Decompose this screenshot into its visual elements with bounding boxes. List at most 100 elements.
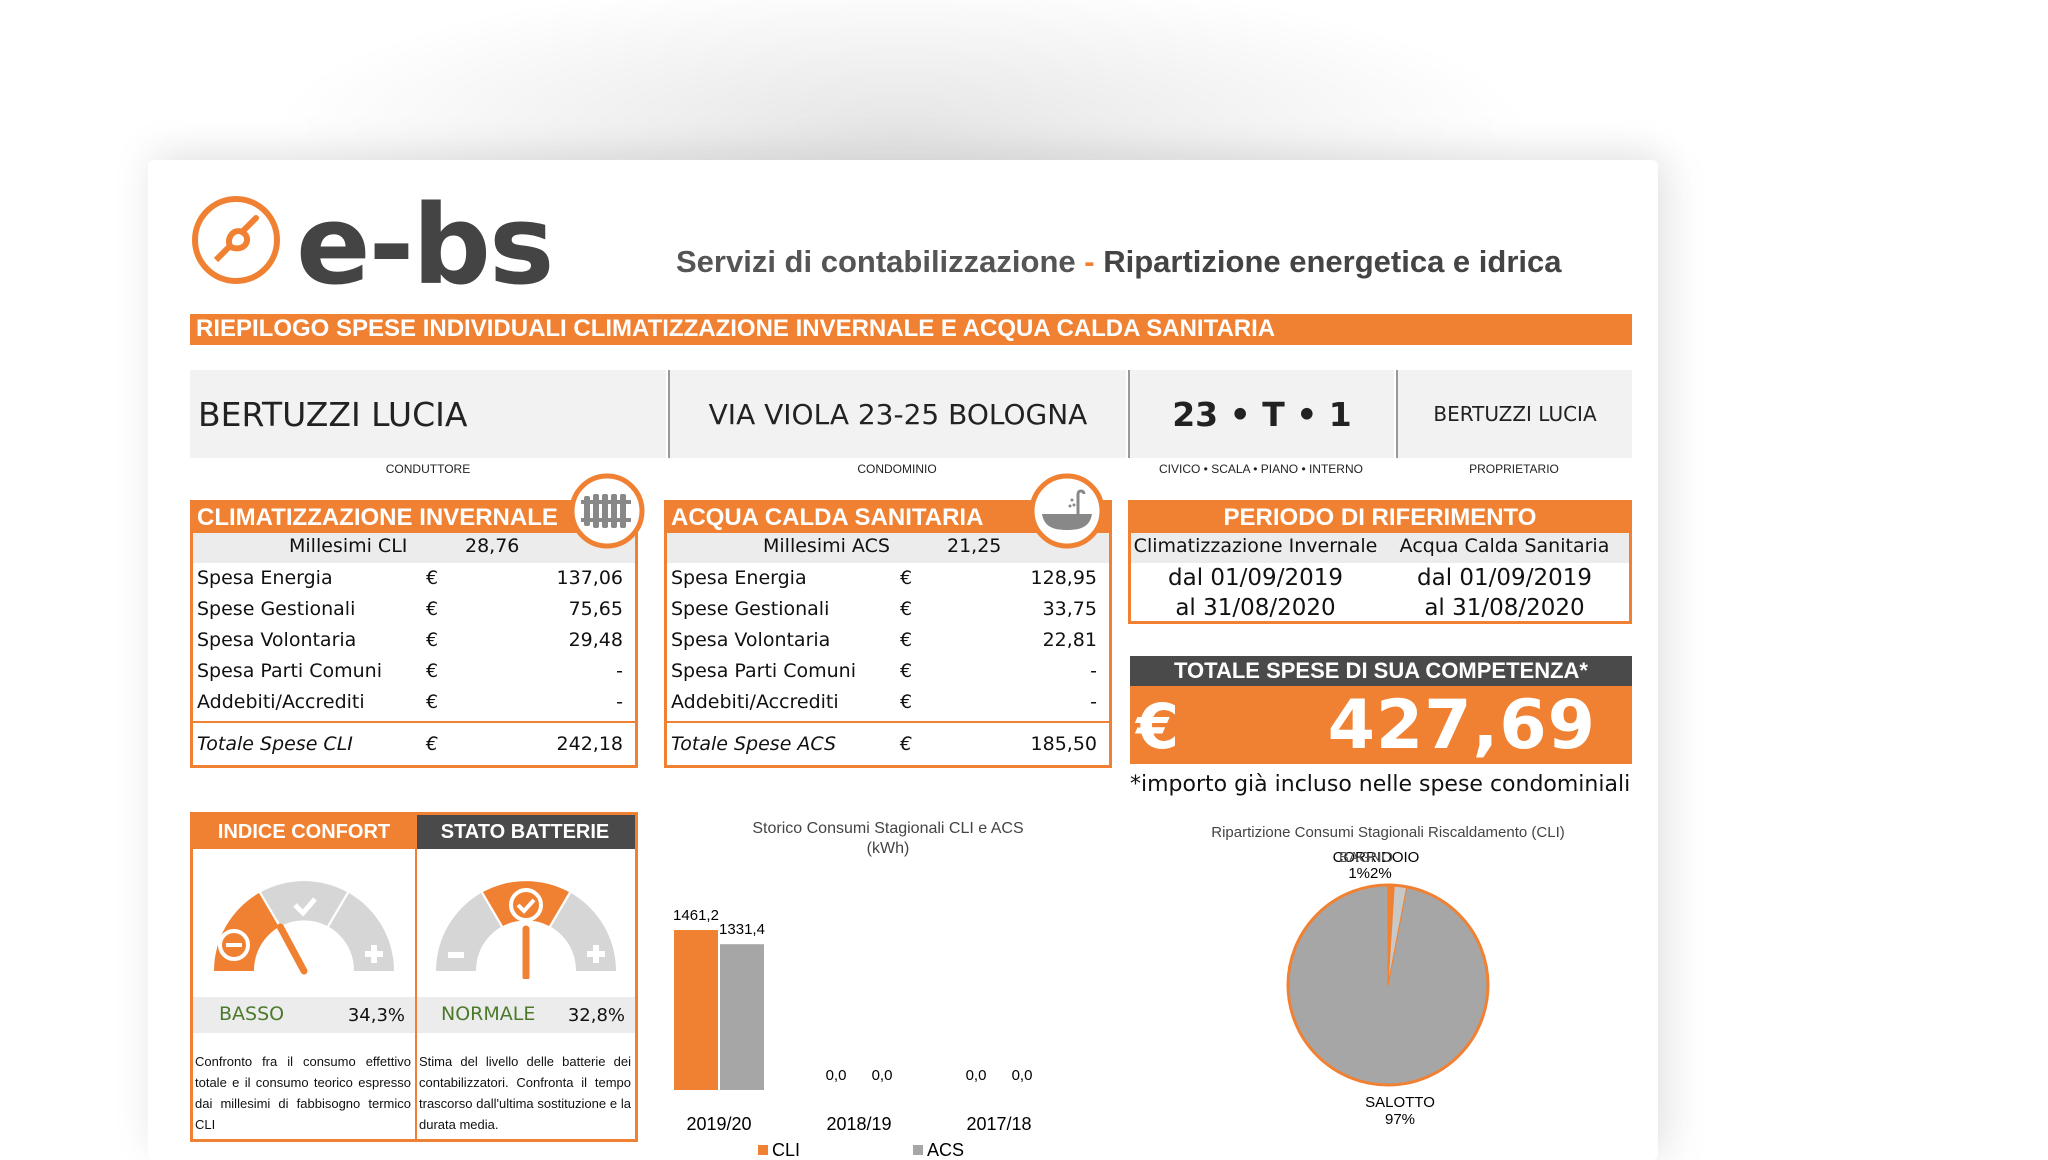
periodo-col2-to: al 31/08/2020 bbox=[1424, 595, 1585, 621]
bar-chart-subtitle: (kWh) bbox=[866, 840, 910, 857]
proprietario-label: PROPRIETARIO bbox=[1469, 462, 1559, 476]
periodo-title: PERIODO DI RIFERIMENTO bbox=[1131, 503, 1629, 533]
cli-millesimi-row: Millesimi CLI 28,76 bbox=[193, 533, 635, 563]
bar-category-label: 2019/20 bbox=[686, 1114, 751, 1134]
cli-row-value: 137,06 bbox=[556, 567, 623, 589]
report-card: e-bs Servizi di contabilizzazione - Ripa… bbox=[148, 160, 1658, 1160]
bar-cli bbox=[674, 930, 718, 1090]
legend-label: ACS bbox=[927, 1140, 964, 1160]
acs-row-label: Addebiti/Accrediti bbox=[671, 691, 839, 713]
header-subtitle: Servizi di contabilizzazione - Ripartizi… bbox=[676, 244, 1561, 280]
cli-row-currency: € bbox=[426, 567, 439, 589]
subtitle-dash: - bbox=[1084, 244, 1095, 279]
periodo-col2-from: dal 01/09/2019 bbox=[1417, 565, 1592, 591]
pie-label-salotto-percent: 97% bbox=[1385, 1111, 1415, 1128]
cli-box: CLIMATIZZAZIONE INVERNALE Millesimi CLI … bbox=[190, 500, 638, 768]
subtitle-right: Ripartizione energetica e idrica bbox=[1103, 244, 1562, 279]
radiator-icon bbox=[569, 473, 645, 549]
acs-row-currency: € bbox=[900, 598, 913, 620]
batterie-state-band: NORMALE 32,8% bbox=[417, 997, 635, 1033]
cli-row-currency: € bbox=[426, 691, 439, 713]
batterie-description: Stima del livello delle batterie dei con… bbox=[419, 1054, 631, 1132]
confort-title: INDICE CONFORT bbox=[193, 815, 415, 849]
bar-data-label: 0,0 bbox=[966, 1067, 987, 1084]
acs-row-label: Spesa Volontaria bbox=[671, 629, 831, 651]
batterie-gauge bbox=[435, 881, 616, 979]
pie-outline bbox=[1286, 883, 1490, 1087]
pie-label-salotto: SALOTTO bbox=[1365, 1094, 1435, 1111]
confort-percent: 34,3% bbox=[347, 1005, 405, 1026]
brand-name: e-bs bbox=[296, 181, 554, 309]
bar-acs bbox=[720, 944, 764, 1090]
bathtub-icon bbox=[1029, 473, 1105, 549]
acs-row-value: - bbox=[1090, 660, 1097, 682]
cli-title: CLIMATIZZAZIONE INVERNALE bbox=[193, 503, 635, 533]
cli-row-label: Spesa Volontaria bbox=[197, 629, 357, 651]
cli-row-label: Spese Gestionali bbox=[197, 598, 356, 620]
proprietario-value: BERTUZZI LUCIA bbox=[1396, 370, 1632, 458]
gauges-divider bbox=[415, 815, 417, 1139]
acs-millesimi-row: Millesimi ACS 21,25 bbox=[667, 533, 1109, 563]
acs-divider bbox=[667, 721, 1109, 723]
acs-row-currency: € bbox=[900, 691, 913, 713]
cli-row-label: Spesa Parti Comuni bbox=[197, 660, 382, 682]
cli-row-label: Addebiti/Accrediti bbox=[197, 691, 365, 713]
cli-row-value: 29,48 bbox=[568, 629, 623, 651]
confort-description: Confronto fra il consumo effettivo total… bbox=[195, 1054, 411, 1132]
cli-total-label: Totale Spese CLI bbox=[197, 733, 353, 755]
batterie-title: STATO BATTERIE bbox=[415, 815, 635, 849]
legend-swatch bbox=[913, 1145, 923, 1155]
pie-label-corridoio: CORRIDOIO bbox=[1333, 850, 1420, 866]
pie-label-small-percents: 1%2% bbox=[1348, 865, 1391, 882]
periodo-col2-head: Acqua Calda Sanitaria bbox=[1399, 535, 1610, 557]
acs-row-value: 22,81 bbox=[1042, 629, 1097, 651]
periodo-col1-from: dal 01/09/2019 bbox=[1168, 565, 1343, 591]
ebs-logo-icon bbox=[192, 196, 280, 284]
totale-value-box: € 427,69 bbox=[1130, 686, 1632, 765]
acs-row-value: 33,75 bbox=[1042, 598, 1097, 620]
legend-swatch bbox=[758, 1145, 768, 1155]
periodo-box: PERIODO DI RIFERIMENTO Climatizzazione I… bbox=[1128, 500, 1632, 624]
subtitle-left: Servizi di contabilizzazione bbox=[676, 244, 1076, 279]
confort-state-band: BASSO 34,3% bbox=[193, 997, 415, 1033]
bar-category-label: 2018/19 bbox=[826, 1114, 891, 1134]
totale-currency: € bbox=[1136, 690, 1180, 763]
acs-millesimi-label: Millesimi ACS bbox=[763, 535, 890, 557]
acs-row-value: 128,95 bbox=[1030, 567, 1097, 589]
cli-row-currency: € bbox=[426, 629, 439, 651]
totale-title: TOTALE SPESE DI SUA COMPETENZA* bbox=[1130, 656, 1632, 686]
bar-data-label: 1461,2 bbox=[673, 907, 719, 924]
legend-label: CLI bbox=[772, 1140, 800, 1160]
cli-millesimi-label: Millesimi CLI bbox=[289, 535, 408, 557]
pie-label-bagno: BAGNO bbox=[1339, 850, 1393, 866]
acs-millesimi-value: 21,25 bbox=[947, 535, 1002, 557]
bar-data-label: 0,0 bbox=[872, 1067, 893, 1084]
totale-value: 427,69 bbox=[1327, 686, 1596, 765]
acs-row-currency: € bbox=[900, 660, 913, 682]
bar-data-label: 0,0 bbox=[826, 1067, 847, 1084]
acs-row-label: Spese Gestionali bbox=[671, 598, 830, 620]
periodo-header-row: Climatizzazione Invernale Acqua Calda Sa… bbox=[1131, 533, 1629, 563]
bar-data-label: 1331,4 bbox=[719, 921, 765, 938]
cli-total-value: 242,18 bbox=[556, 733, 623, 755]
condominio-value: VIA VIOLA 23-25 BOLOGNA bbox=[668, 370, 1126, 458]
acs-total-label: Totale Spese ACS bbox=[671, 733, 837, 755]
acs-total-currency: € bbox=[900, 733, 913, 755]
conduttore-label: CONDUTTORE bbox=[385, 462, 471, 476]
acs-row-value: - bbox=[1090, 691, 1097, 713]
cli-row-value: - bbox=[616, 691, 623, 713]
cli-millesimi-value: 28,76 bbox=[465, 535, 520, 557]
batterie-percent: 32,8% bbox=[567, 1005, 625, 1026]
confort-state: BASSO bbox=[219, 1003, 285, 1025]
cli-row-value: - bbox=[616, 660, 623, 682]
acs-row-currency: € bbox=[900, 567, 913, 589]
bar-chart-title: Storico Consumi Stagionali CLI e ACS bbox=[752, 820, 1024, 837]
cli-row-label: Spesa Energia bbox=[197, 567, 333, 589]
batterie-state: NORMALE bbox=[441, 1003, 536, 1025]
section-banner: RIEPILOGO SPESE INDIVIDUALI CLIMATIZZAZI… bbox=[190, 314, 1632, 345]
periodo-col1-head: Climatizzazione Invernale bbox=[1133, 535, 1378, 557]
cli-total-currency: € bbox=[426, 733, 439, 755]
condominio-label: CONDOMINIO bbox=[857, 462, 937, 476]
